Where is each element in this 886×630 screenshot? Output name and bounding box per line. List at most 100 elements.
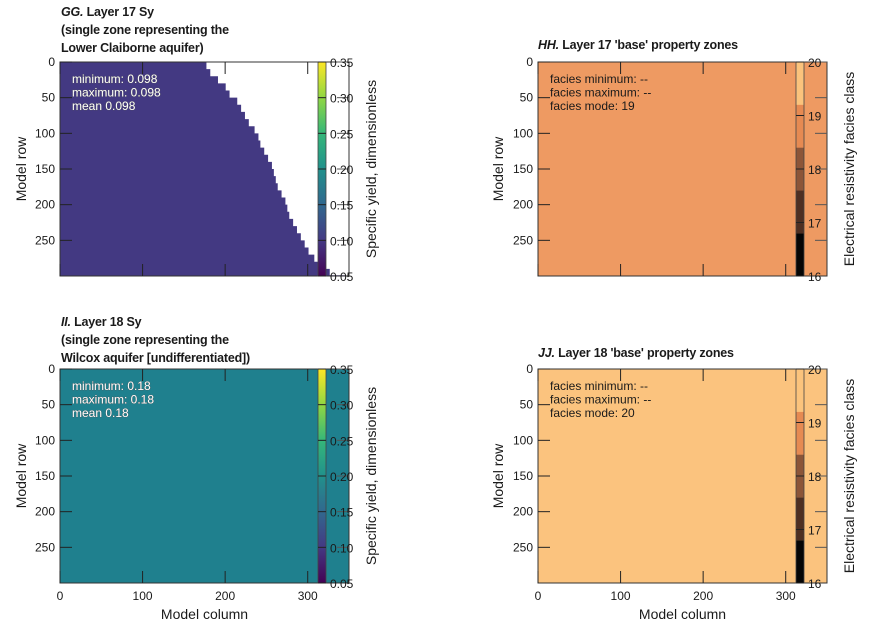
stats-annotation: facies maximum: -- <box>550 393 651 407</box>
stats-annotation: minimum: 0.098 <box>72 72 158 86</box>
title-line: Lower Claiborne aquifer) <box>61 41 204 55</box>
y-axis-label: Model row <box>13 136 29 201</box>
colorbar-tick-label: 19 <box>808 417 822 431</box>
colorbar-tick-label: 0.30 <box>330 399 354 413</box>
y-tick-label: 150 <box>513 469 533 483</box>
colorbar-tick-label: 0.25 <box>330 434 354 448</box>
data-field <box>538 62 827 276</box>
panel-hh: HH. Layer 17 'base' property zones 0 50 10… <box>490 36 857 284</box>
colorbar-tick-label: 0.05 <box>330 577 354 591</box>
colorbar-label: Electrical resistivity facies class <box>841 72 857 267</box>
colorbar-tick-label: 20 <box>808 363 822 377</box>
stats-annotation: minimum: 0.18 <box>72 379 151 393</box>
data-field <box>60 62 346 276</box>
stats-annotation: maximum: 0.18 <box>72 393 154 407</box>
y-tick-label: 250 <box>35 540 55 554</box>
data-field <box>538 369 827 583</box>
stats-annotation: facies mode: 20 <box>550 406 635 420</box>
y-tick-label: 50 <box>520 398 534 412</box>
y-axis-label: Model row <box>490 443 506 508</box>
y-tick-label: 100 <box>35 126 55 140</box>
y-tick-label: 250 <box>513 233 533 247</box>
y-tick-label: 200 <box>513 198 533 212</box>
colorbar-label: Specific yield, dimensionless <box>363 387 379 565</box>
colorbar-tick-label: 0.25 <box>330 127 354 141</box>
y-tick-label: 250 <box>35 233 55 247</box>
colorbar-label: Electrical resistivity facies class <box>841 379 857 574</box>
colorbar-band <box>796 233 804 276</box>
colorbar-tick-label: 0.15 <box>330 506 354 520</box>
colorbar-tick-label: 0.05 <box>330 270 354 284</box>
y-tick-label: 150 <box>35 162 55 176</box>
stats-annotation: facies maximum: -- <box>550 86 651 100</box>
panel-title: GG. Layer 17 Sy (single zone representin… <box>61 3 229 57</box>
y-tick-label: 50 <box>520 91 534 105</box>
x-tick-label: 200 <box>215 589 235 603</box>
colorbar-tick-label: 16 <box>808 270 822 284</box>
y-tick-label: 100 <box>35 433 55 447</box>
panel-tag: GG. <box>61 5 84 19</box>
title-line: Layer 17 Sy <box>86 5 154 19</box>
y-tick-label: 200 <box>35 505 55 519</box>
x-tick-label: 0 <box>57 589 64 603</box>
colorbar-tick-label: 0.20 <box>330 163 354 177</box>
colorbar-band <box>796 411 804 455</box>
y-axis-label: Model row <box>13 443 29 508</box>
panel-title: JJ. Layer 18 'base' property zones <box>538 344 734 362</box>
colorbar-tick-label: 20 <box>808 56 822 70</box>
colorbar-tick-label: 18 <box>808 470 822 484</box>
stats-annotation: mean 0.098 <box>72 99 136 113</box>
x-tick-label: 0 <box>535 589 542 603</box>
x-tick-label: 300 <box>298 589 318 603</box>
colorbar-band <box>796 497 804 541</box>
colorbar-tick-label: 0.20 <box>330 470 354 484</box>
x-tick-label: 100 <box>133 589 153 603</box>
colorbar-tick-label: 18 <box>808 163 822 177</box>
y-tick-label: 0 <box>48 55 55 69</box>
plot-gg: 0 50 100 150 200 250 Model row minimum: 0.098ma… <box>13 55 379 284</box>
y-tick-label: 200 <box>513 505 533 519</box>
colorbar-tick-label: 0.10 <box>330 234 354 248</box>
colorbar-tick-label: 0.35 <box>330 363 354 377</box>
panel-gg: GG. Layer 17 Sy (single zone representin… <box>0 0 443 315</box>
x-tick-label: 200 <box>693 589 713 603</box>
colorbar-band <box>796 104 804 148</box>
stats-annotation: maximum: 0.098 <box>72 86 161 100</box>
y-tick-label: 0 <box>526 362 533 376</box>
title-line: (single zone representing the <box>61 333 229 347</box>
stats-annotation: mean 0.18 <box>72 406 129 420</box>
colorbar-tick-label: 0.30 <box>330 92 354 106</box>
colorbar-tick-label: 17 <box>808 217 822 231</box>
title-line: (single zone representing the <box>61 23 229 37</box>
y-tick-label: 100 <box>513 433 533 447</box>
y-tick-label: 0 <box>48 362 55 376</box>
panel-tag: JJ. <box>538 346 555 360</box>
colorbar-tick-label: 0.15 <box>330 199 354 213</box>
plot-hh: 0 50 100 150 200 250 Model row facies minimum: … <box>490 55 857 284</box>
title-line: Layer 18 Sy <box>74 315 142 329</box>
y-tick-label: 150 <box>35 469 55 483</box>
title-line: Layer 17 'base' property zones <box>562 38 738 52</box>
colorbar-band <box>796 369 804 412</box>
y-tick-label: 100 <box>513 126 533 140</box>
colorbar-tick-label: 16 <box>808 577 822 591</box>
x-tick-label: 300 <box>776 589 796 603</box>
x-tick-label: 100 <box>611 589 631 603</box>
panel-ii: II. Layer 18 Sy (single zone representin… <box>13 313 379 622</box>
data-field <box>60 369 349 583</box>
panel-tag: II. <box>61 315 71 329</box>
y-tick-label: 250 <box>513 540 533 554</box>
panel-title: II. Layer 18 Sy (single zone representin… <box>61 313 250 367</box>
title-line: Layer 18 'base' property zones <box>558 346 734 360</box>
y-tick-label: 50 <box>42 398 56 412</box>
colorbar-band <box>796 190 804 234</box>
panel-tag: HH. <box>538 38 559 52</box>
title-line: Wilcox aquifer [undifferentiated]) <box>61 351 250 365</box>
colorbar-tick-label: 0.35 <box>330 56 354 70</box>
colorbar-label: Specific yield, dimensionless <box>363 80 379 258</box>
panel-title: HH. Layer 17 'base' property zones <box>538 36 738 54</box>
stats-annotation: facies mode: 19 <box>550 99 635 113</box>
plot-ii: 0 50 100 150 200 250 0 100 200 300 Model row Model … <box>13 362 379 622</box>
colorbar-tick-label: 19 <box>808 110 822 124</box>
